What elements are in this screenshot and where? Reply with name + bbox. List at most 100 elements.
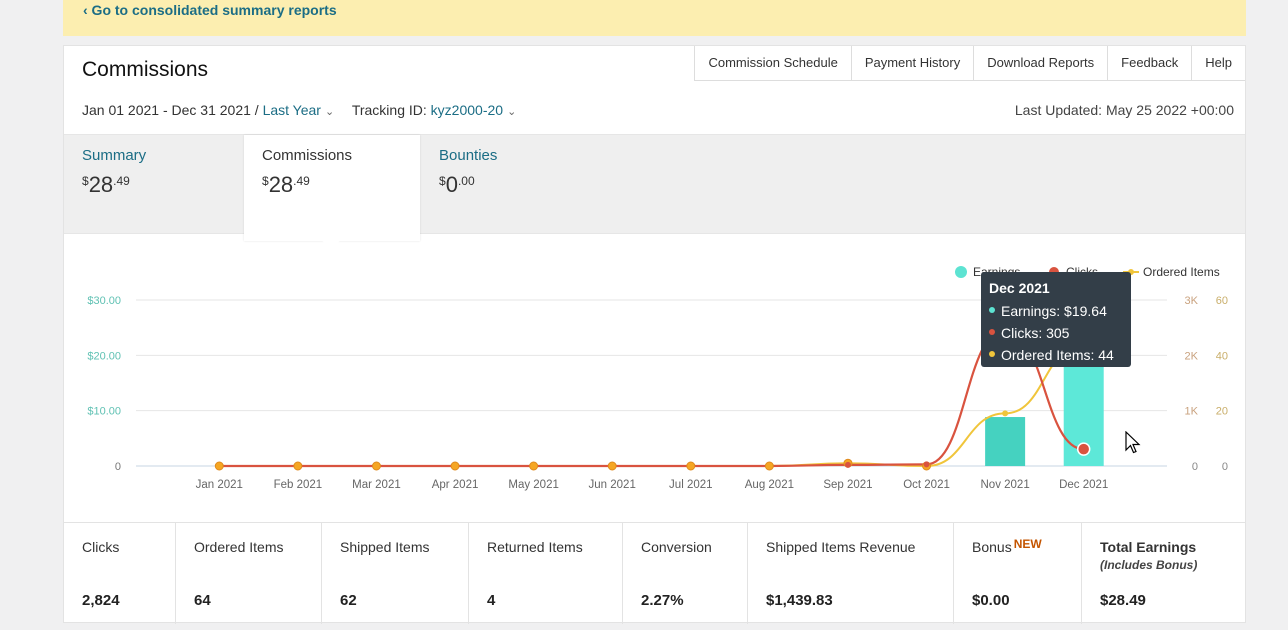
right-axis-ordered-tick-label: 40 [1216,350,1228,362]
last-updated: Last Updated: May 25 2022 +00:00 [1014,102,1234,118]
stat-ordered-items: Ordered Items 64 [176,523,322,624]
tab-summary-amount: $28.49 [82,172,130,197]
stat-value: $0.00 [972,592,1010,609]
right-axis-clicks-tick-label: 2K [1185,350,1199,362]
ordered-items-point [529,461,539,471]
clicks-line [219,328,1084,468]
x-axis-tick-label: Mar 2021 [352,479,401,491]
feedback-link[interactable]: Feedback [1108,46,1193,80]
tab-bounties-amount: $0.00 [439,172,475,197]
legend-ordered-label: Ordered Items [1143,265,1220,279]
right-axis-clicks-tick-label: 1K [1185,406,1199,418]
x-axis-tick-label: Nov 2021 [981,479,1030,491]
stat-label: Clicks [82,539,120,555]
active-tab-pointer [320,239,342,249]
left-axis-tick-label: $10.00 [87,406,121,418]
ordered-items-point [371,461,381,471]
commission-schedule-link[interactable]: Commission Schedule [695,46,852,80]
page-title: Commissions [82,58,209,81]
summary-tabs: Summary $28.49 Commissions $28.49 Bounti… [64,134,1245,241]
tab-summary-label: Summary [82,147,147,164]
consolidated-reports-banner: ‹ Go to consolidated summary reports [63,0,1246,36]
right-axis-ordered-tick-label: 60 [1216,295,1228,307]
stat-value: 2.27% [641,592,684,609]
ordered-items-point [293,461,303,471]
right-axis-clicks-tick-label: 3K [1185,295,1199,307]
clicks-point [844,461,851,468]
chevron-down-icon[interactable]: ⌄ [324,106,335,118]
earnings-bar [985,417,1026,466]
x-axis-tick-label: Oct 2021 [903,479,950,491]
stat-shipped-items: Shipped Items 62 [322,523,469,624]
tab-commissions-amount: $28.49 [262,172,310,197]
tab-summary[interactable]: Summary $28.49 [64,135,240,235]
help-link[interactable]: Help [1205,55,1232,70]
stat-value: $28.49 [1100,592,1146,609]
stat-clicks: Clicks 2,824 [64,523,176,624]
left-axis-tick-label: $30.00 [87,295,121,307]
clicks-dot-icon [989,329,995,336]
stat-value: $1,439.83 [766,592,833,609]
report-links: Commission Schedule Payment History Down… [694,46,1245,81]
stat-label: Shipped Items [340,539,430,555]
ordered-dot-icon [989,351,995,358]
ordered-items-point [764,461,774,471]
ordered-items-point [686,461,696,471]
x-axis-tick-label: Jan 2021 [196,479,243,491]
stat-label: Shipped Items Revenue [766,539,916,555]
left-axis-tick-label: $20.00 [87,350,121,362]
x-axis-tick-label: Feb 2021 [274,479,323,491]
left-axis-tick-label: 0 [115,461,121,473]
earnings-chart: 0 0 0 $10.00 1K 20 $20.00 2K 40 $30.00 3K 60 Jan 202… [64,236,1245,521]
right-axis-clicks-tick-label: 0 [1192,461,1198,473]
stat-returned-items: Returned Items 4 [469,523,623,624]
stat-shipped-revenue: Shipped Items Revenue $1,439.83 [748,523,954,624]
stat-label: Ordered Items [194,539,284,555]
stats-bar: Clicks 2,824 Ordered Items 64 Shipped It… [64,522,1245,624]
chart-tooltip: Dec 2021 Earnings: $19.64 Clicks: 305 Or… [981,272,1131,367]
stat-value: 4 [487,592,496,609]
x-axis-tick-label: Apr 2021 [432,479,479,491]
report-filters: Jan 01 2021 - Dec 31 2021 / Last Year ⌄ T… [82,102,530,118]
chevron-down-icon[interactable]: ⌄ [507,106,517,118]
ordered-items-point [1002,410,1009,417]
stat-label: Bonus NEW [972,537,1042,555]
earnings-dot-icon [989,307,995,314]
clicks-point [923,461,930,468]
stat-sublabel: (Includes Bonus) [1100,558,1198,572]
ordered-items-point [450,461,460,471]
stat-label: Conversion [641,539,712,555]
ordered-items-point [214,461,224,471]
x-axis-tick-label: Aug 2021 [745,479,794,491]
right-axis-ordered-tick-label: 20 [1216,406,1228,418]
download-reports-link[interactable]: Download Reports [974,46,1109,80]
tracking-id-label: Tracking ID: [351,102,427,118]
stat-value: 64 [194,592,211,609]
tracking-id-dropdown[interactable]: kyz2000-20 [430,102,504,118]
stat-bonus: Bonus NEW $0.00 [954,523,1082,624]
commissions-card: Commissions Commission Schedule Payment … [63,45,1246,624]
tab-bounties[interactable]: Bounties $0.00 [421,135,597,235]
x-axis-tick-label: May 2021 [508,479,559,491]
clicks-point-highlight [1076,442,1091,456]
right-axis-ordered-tick-label: 0 [1222,461,1228,473]
stat-label: Returned Items [487,539,583,555]
stat-value: 2,824 [82,592,120,609]
tooltip-row-earnings: Earnings: $19.64 [989,300,1123,322]
stat-value: 62 [340,592,357,609]
x-axis-tick-label: Jul 2021 [669,479,712,491]
tab-commissions[interactable]: Commissions $28.49 [244,135,420,241]
stat-conversion: Conversion 2.27% [623,523,748,624]
x-axis-tick-label: Jun 2021 [589,479,636,491]
mouse-cursor-icon [1125,431,1141,454]
payment-history-link[interactable]: Payment History [852,46,975,80]
consolidated-reports-link[interactable]: ‹ Go to consolidated summary reports [83,2,337,18]
stat-total-earnings: Total Earnings (Includes Bonus) $28.49 [1082,523,1245,624]
tooltip-row-clicks: Clicks: 305 [989,322,1123,344]
tooltip-title: Dec 2021 [989,280,1050,296]
x-axis-tick-label: Sep 2021 [823,479,872,491]
chart-svg: 0 0 0 $10.00 1K 20 $20.00 2K 40 $30.00 3K 60 Jan 202… [87,265,1228,491]
period-dropdown[interactable]: Last Year [262,102,321,118]
tab-bounties-label: Bounties [439,147,498,164]
new-badge: NEW [1013,537,1042,551]
